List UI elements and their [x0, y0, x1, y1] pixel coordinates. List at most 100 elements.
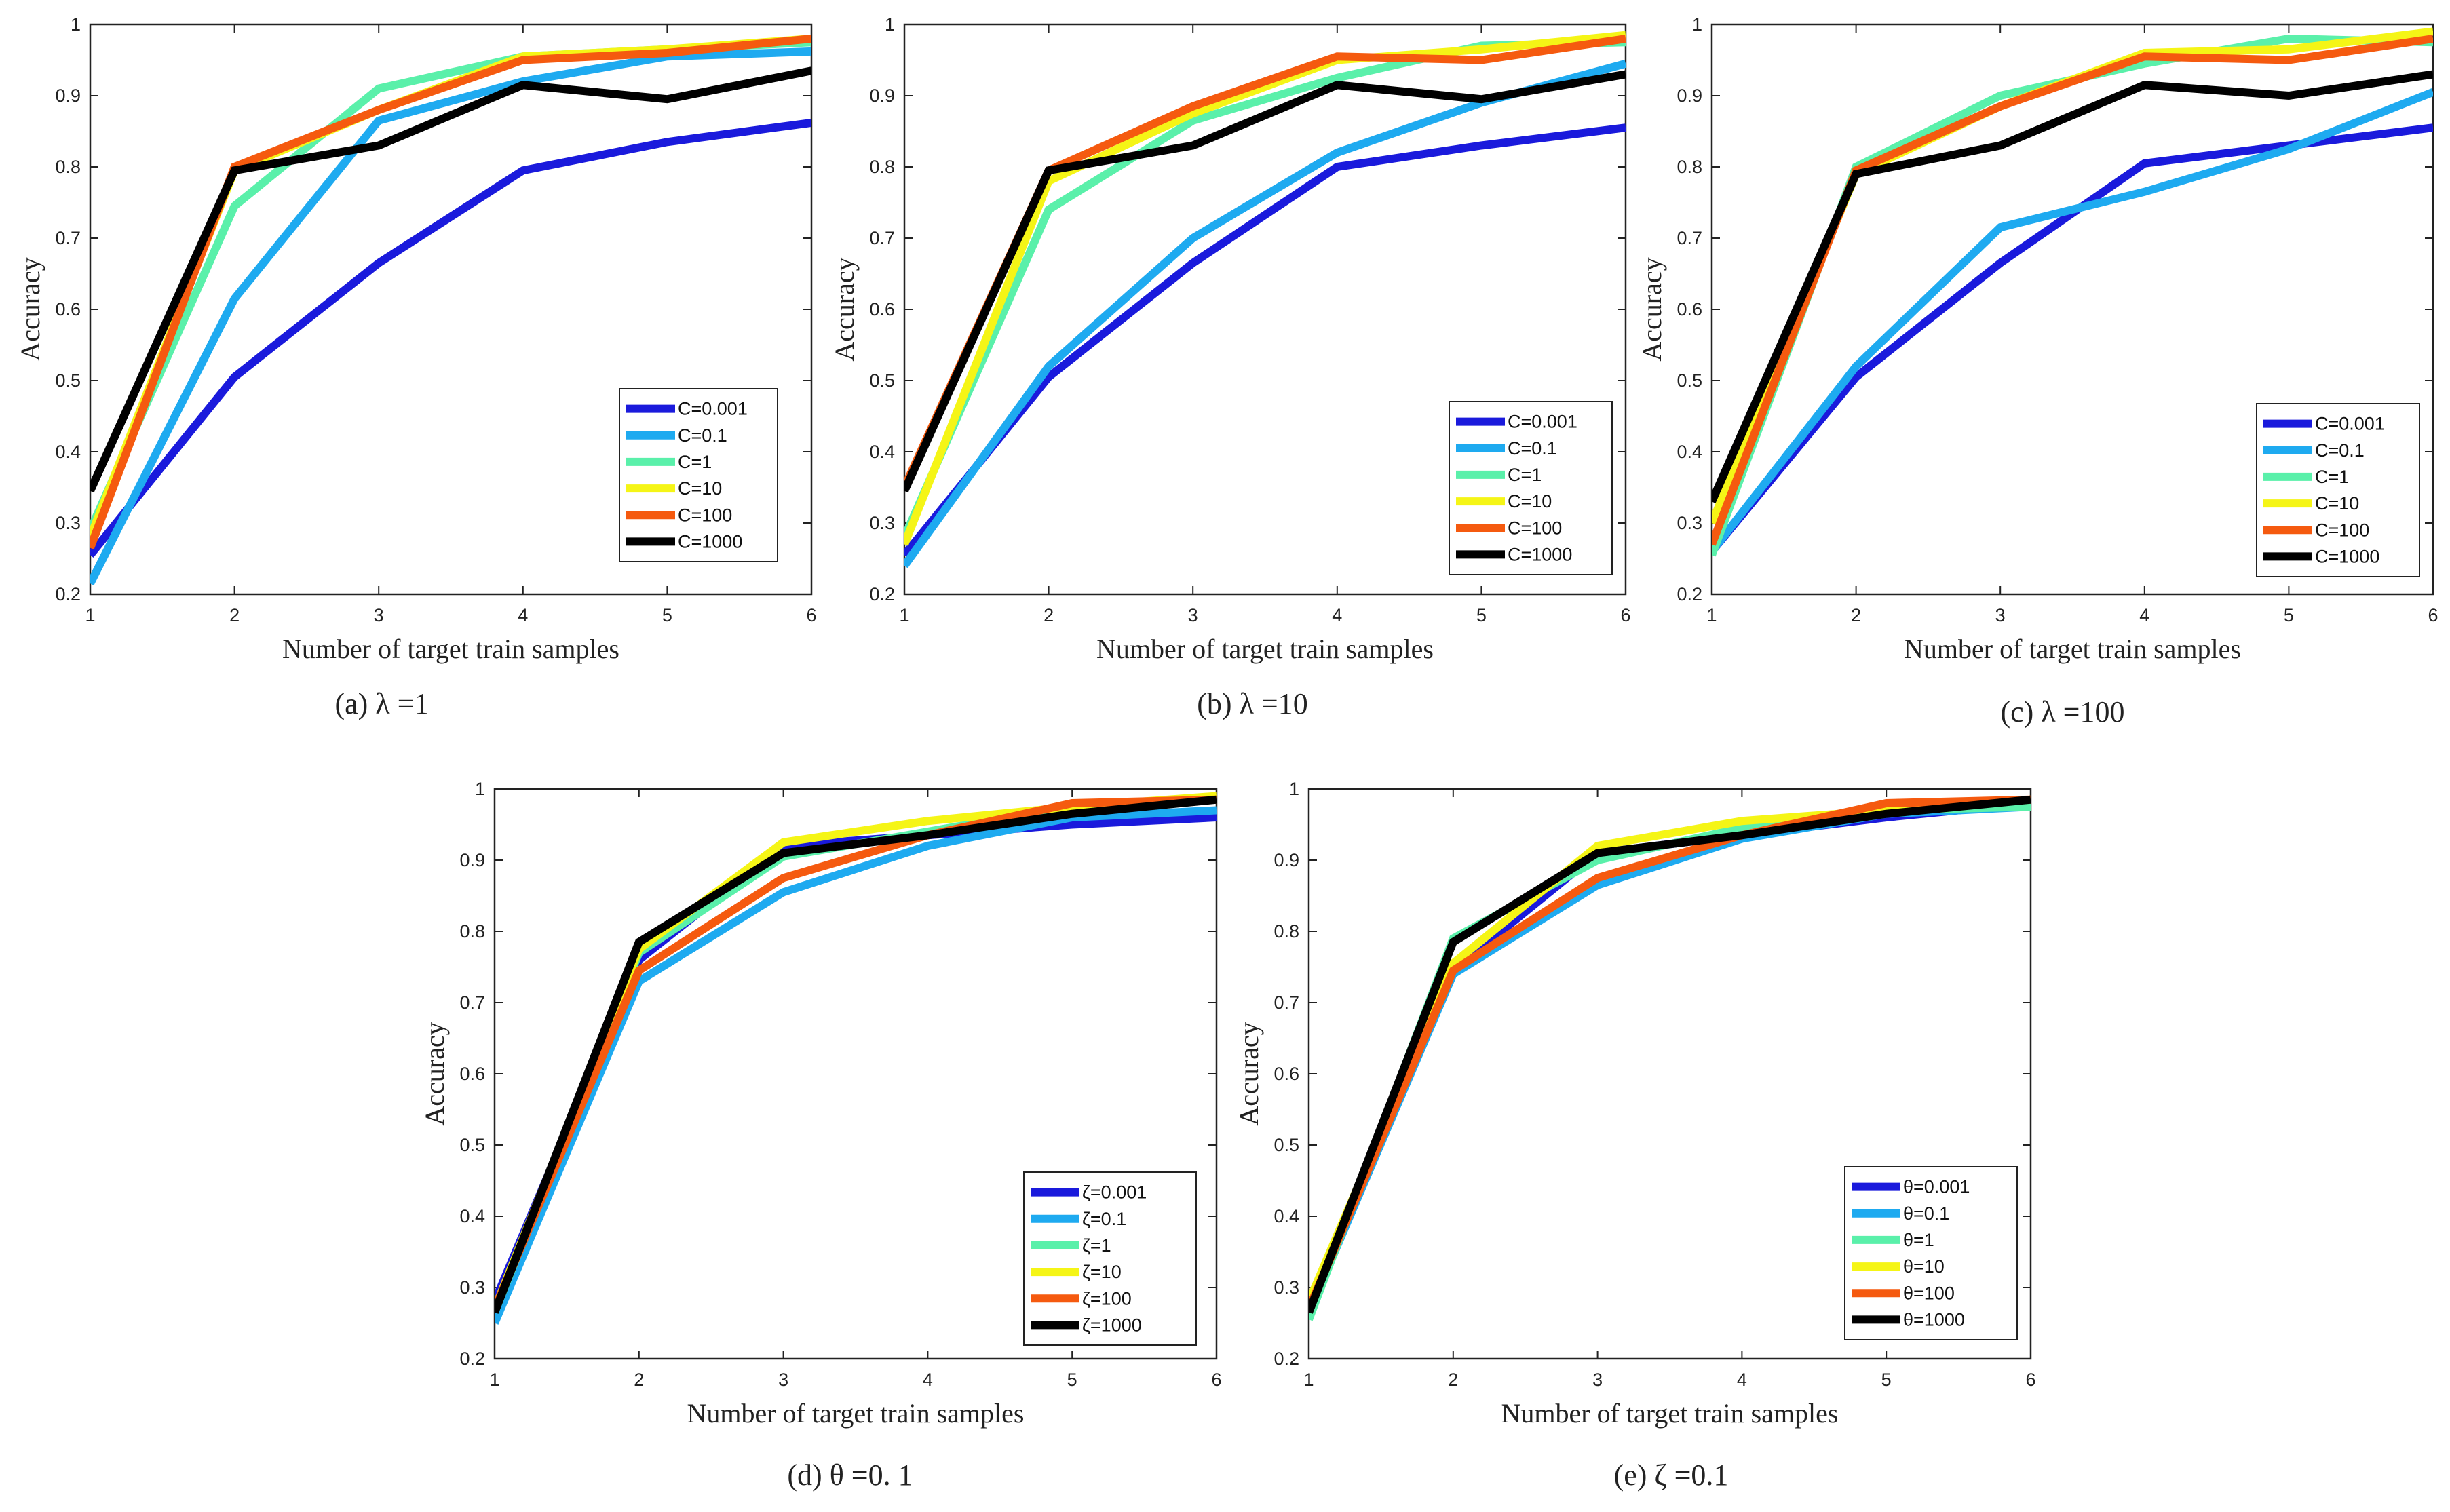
legend-label: ζ=10: [1082, 1262, 1122, 1282]
subplot-caption: (d) θ =0. 1: [787, 1458, 913, 1492]
y-tick-label: 0.8: [1274, 921, 1299, 942]
legend-label: C=10: [2315, 493, 2359, 513]
subplot-caption: (a) λ =1: [335, 687, 429, 720]
y-tick-label: 0.6: [1677, 299, 1702, 319]
legend-label: θ=0.1: [1903, 1203, 1949, 1224]
legend-label: C=1000: [678, 531, 742, 551]
x-tick-label: 6: [1620, 605, 1630, 625]
x-tick-label: 3: [1592, 1370, 1603, 1390]
x-tick-label: 2: [634, 1370, 644, 1390]
subplot-d: 1 2 3 4 5 6 0.2 0.3 0.4 0.5 0.6 0.7 0.8 0.9 1 Number of…: [419, 779, 1222, 1492]
x-tick-label: 4: [1332, 605, 1342, 625]
x-axis-label: Number of target train samples: [687, 1398, 1025, 1429]
x-axis-label: Number of target train samples: [1096, 634, 1434, 664]
y-tick-label: 0.6: [55, 299, 81, 319]
y-tick-label: 1: [71, 14, 81, 35]
y-tick-label: 0.4: [459, 1206, 485, 1226]
series-line-1: [90, 47, 811, 585]
subplot-a: 1 2 3 4 5 6 0.2 0.3 0.4 0.5 0.6 0.7 0.8 0.9 1 Number of…: [15, 14, 817, 720]
subplot-c: 1 2 3 4 5 6 0.2 0.3 0.4 0.5 0.6 0.7 0.8 0.9 1 Number of…: [1636, 14, 2438, 729]
x-tick-label: 6: [1211, 1370, 1221, 1390]
y-tick-label: 0.2: [459, 1349, 485, 1369]
x-axis-label: Number of target train samples: [282, 634, 619, 664]
legend-label: θ=1: [1903, 1230, 1934, 1250]
x-tick-label: 5: [1881, 1370, 1892, 1390]
y-tick-label: 0.9: [459, 850, 485, 870]
y-axis-label: Accuracy: [419, 1022, 450, 1125]
series-line-4: [495, 795, 1217, 1311]
y-tick-label: 1: [1692, 14, 1702, 35]
legend: C=0.001 C=0.1 C=1 C=10 C=100 C=1000: [619, 388, 778, 562]
x-tick-label: 2: [229, 605, 240, 625]
y-tick-label: 0.3: [459, 1277, 485, 1298]
legend-box: [1449, 401, 1613, 575]
legend-label: θ=0.001: [1903, 1177, 1970, 1197]
legend-label: ζ=0.1: [1082, 1209, 1126, 1229]
x-tick-label: 1: [899, 605, 909, 625]
y-tick-label: 0.2: [55, 584, 81, 604]
legend-label: ζ=1: [1082, 1235, 1111, 1256]
x-tick-label: 3: [1995, 605, 2006, 625]
y-tick-label: 1: [1289, 779, 1299, 799]
y-tick-label: 0.6: [1274, 1064, 1299, 1084]
legend-label: C=1: [2315, 467, 2349, 487]
legend-label: C=0.001: [2315, 414, 2385, 434]
y-tick-label: 1: [885, 14, 895, 35]
legend-label: C=100: [2315, 520, 2369, 540]
y-tick-label: 0.8: [1677, 157, 1702, 177]
y-tick-label: 0.3: [1274, 1277, 1299, 1298]
legend-label: C=0.1: [678, 425, 727, 446]
legend: ζ=0.001 ζ=0.1 ζ=1 ζ=10 ζ=100 ζ=1000: [1023, 1171, 1197, 1346]
legend-label: C=10: [1508, 491, 1552, 511]
legend-label: C=0.001: [678, 399, 748, 419]
y-tick-label: 0.7: [459, 992, 485, 1013]
legend-label: ζ=1000: [1082, 1315, 1142, 1335]
series-line-5: [495, 795, 1217, 1314]
x-tick-label: 2: [1448, 1370, 1458, 1390]
legend-box: [1023, 1171, 1197, 1346]
y-tick-label: 0.9: [1274, 850, 1299, 870]
legend: θ=0.001 θ=0.1 θ=1 θ=10 θ=100 θ=1000: [1844, 1166, 2018, 1340]
y-tick-label: 0.3: [1677, 513, 1702, 533]
x-tick-label: 1: [489, 1370, 499, 1390]
y-tick-label: 0.6: [459, 1064, 485, 1084]
series-line-1: [495, 806, 1217, 1325]
legend-box: [1844, 1166, 2018, 1340]
x-tick-label: 1: [1706, 605, 1717, 625]
y-tick-label: 0.5: [1677, 370, 1702, 391]
legend-label: C=0.1: [1508, 438, 1557, 459]
y-tick-label: 0.2: [1677, 584, 1702, 604]
y-tick-label: 0.2: [869, 584, 895, 604]
y-tick-label: 0.7: [55, 228, 81, 248]
legend-label: C=100: [1508, 518, 1562, 538]
y-axis-label: Accuracy: [829, 257, 860, 361]
legend-label: C=100: [678, 505, 732, 525]
legend-label: C=1000: [2315, 546, 2379, 566]
y-tick-label: 1: [475, 779, 485, 799]
legend-label: ζ=0.001: [1082, 1182, 1147, 1203]
y-tick-label: 0.5: [55, 370, 81, 391]
y-axis-label: Accuracy: [1233, 1022, 1264, 1125]
x-tick-label: 4: [923, 1370, 933, 1390]
y-tick-label: 0.5: [459, 1135, 485, 1155]
series-line-0: [904, 123, 1626, 558]
x-tick-label: 5: [2284, 605, 2294, 625]
y-tick-label: 0.4: [1677, 442, 1702, 462]
legend-label: ζ=100: [1082, 1288, 1132, 1309]
series-line-0: [90, 118, 811, 558]
x-axis-label: Number of target train samples: [1501, 1398, 1839, 1429]
series-line-5: [1712, 70, 2433, 503]
legend-box: [2256, 403, 2420, 577]
subplot-b: 1 2 3 4 5 6 0.2 0.3 0.4 0.5 0.6 0.7 0.8 0.9 1 Number of…: [829, 14, 1631, 720]
legend-label: θ=10: [1903, 1256, 1945, 1277]
x-tick-label: 5: [662, 605, 672, 625]
subplot-caption: (c) λ =100: [2001, 695, 2125, 729]
x-tick-label: 4: [518, 605, 528, 625]
y-tick-label: 0.4: [1274, 1206, 1299, 1226]
subplot-caption: (e) ζ =0.1: [1614, 1458, 1729, 1492]
legend-label: θ=1000: [1903, 1309, 1965, 1330]
y-axis-label: Accuracy: [1636, 257, 1667, 361]
x-tick-label: 3: [1188, 605, 1198, 625]
legend-label: C=0.001: [1508, 412, 1577, 432]
